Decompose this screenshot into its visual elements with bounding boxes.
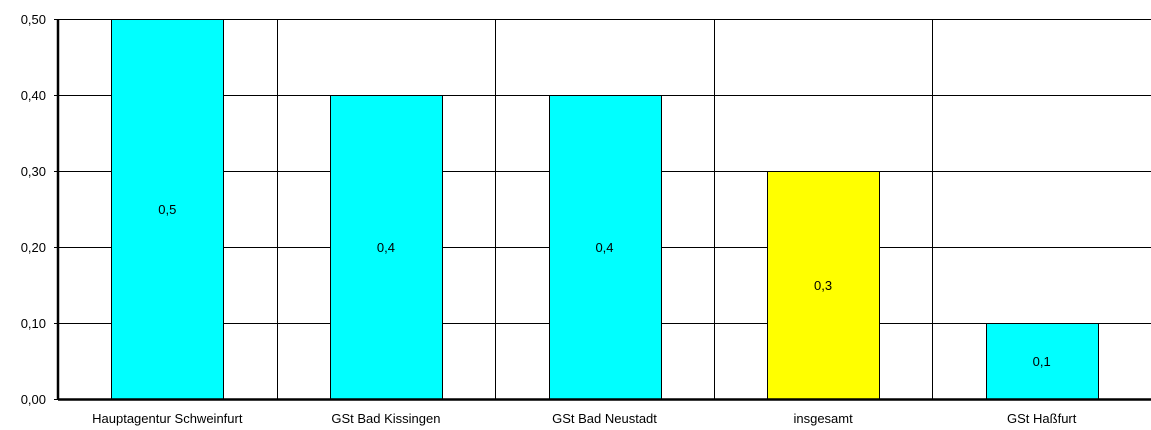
data-label: 0,4 bbox=[377, 240, 395, 255]
labels: 0,5 Hauptagentur Schweinfurt 0,4 GSt Bad Ki… bbox=[21, 12, 1077, 426]
y-tick-label: 0,00 bbox=[21, 392, 46, 407]
axes bbox=[54, 19, 1151, 401]
y-tick-label: 0,20 bbox=[21, 240, 46, 255]
category-label: GSt Haßfurt bbox=[1007, 411, 1077, 426]
category-label: insgesamt bbox=[793, 411, 853, 426]
bars bbox=[111, 19, 1099, 400]
data-label: 0,4 bbox=[595, 240, 613, 255]
category-label: Hauptagentur Schweinfurt bbox=[92, 411, 243, 426]
data-label: 0,1 bbox=[1033, 354, 1051, 369]
data-label: 0,3 bbox=[814, 278, 832, 293]
y-tick-label: 0,50 bbox=[21, 12, 46, 27]
bar bbox=[111, 19, 224, 400]
y-tick-label: 0,40 bbox=[21, 88, 46, 103]
bar bbox=[767, 171, 880, 400]
bar bbox=[986, 323, 1099, 400]
category-label: GSt Bad Kissingen bbox=[331, 411, 440, 426]
y-tick-label: 0,10 bbox=[21, 316, 46, 331]
category-label: GSt Bad Neustadt bbox=[552, 411, 657, 426]
y-tick-label: 0,30 bbox=[21, 164, 46, 179]
data-label: 0,5 bbox=[158, 202, 176, 217]
bar bbox=[330, 95, 443, 400]
